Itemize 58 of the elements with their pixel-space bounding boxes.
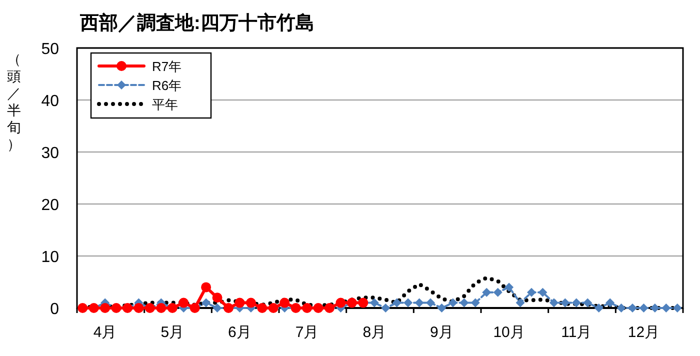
legend-label: R6年 [152,78,182,93]
point [134,303,144,313]
point [482,288,492,297]
point [639,304,648,312]
point [527,288,536,297]
chart-title: 西部／調査地:四万十市竹島 [79,12,314,34]
point [100,303,110,313]
point [560,298,570,308]
point [583,298,592,308]
point [594,304,604,312]
point [493,288,502,297]
y-tick-label: 20 [41,197,60,214]
point [201,282,212,292]
point [370,298,379,308]
x-tick-label: 4月 [93,324,117,341]
point [178,298,189,308]
point [504,282,514,292]
y-tick-label: 50 [41,41,60,58]
point [606,298,615,308]
point [470,298,480,308]
x-tick-label: 11月 [561,324,592,341]
y-axis-title: （頭／半旬） [7,51,21,152]
point [212,292,222,303]
point [628,304,637,312]
x-tick-label: 12月 [628,324,660,341]
point [460,298,469,308]
point [538,288,548,297]
point [516,298,525,308]
point [404,298,413,308]
point [212,304,222,312]
point [448,298,458,308]
x-tick-label: 9月 [430,324,454,341]
point [156,303,166,313]
point [280,298,290,308]
legend-label: 平年 [152,97,178,112]
y-tick-label: 40 [41,93,60,110]
point [572,298,581,308]
x-tick-label: 7月 [295,324,319,341]
x-tick-label: 10月 [493,324,525,341]
point [381,304,390,312]
point [437,304,446,312]
y-tick-label: 30 [41,145,60,162]
x-tick-label: 5月 [160,324,184,341]
point [616,304,626,312]
y-tick-label: 0 [50,301,60,318]
legend-label: R7年 [152,59,182,74]
point [202,298,211,308]
point [549,298,558,308]
x-tick-label: 8月 [362,324,386,341]
point [662,304,671,312]
x-tick-label: 6月 [228,324,252,341]
point [414,298,424,308]
y-tick-label: 10 [41,249,60,266]
point [234,298,245,308]
point [246,298,256,308]
point [336,298,346,308]
point [426,298,435,308]
point [392,298,402,308]
